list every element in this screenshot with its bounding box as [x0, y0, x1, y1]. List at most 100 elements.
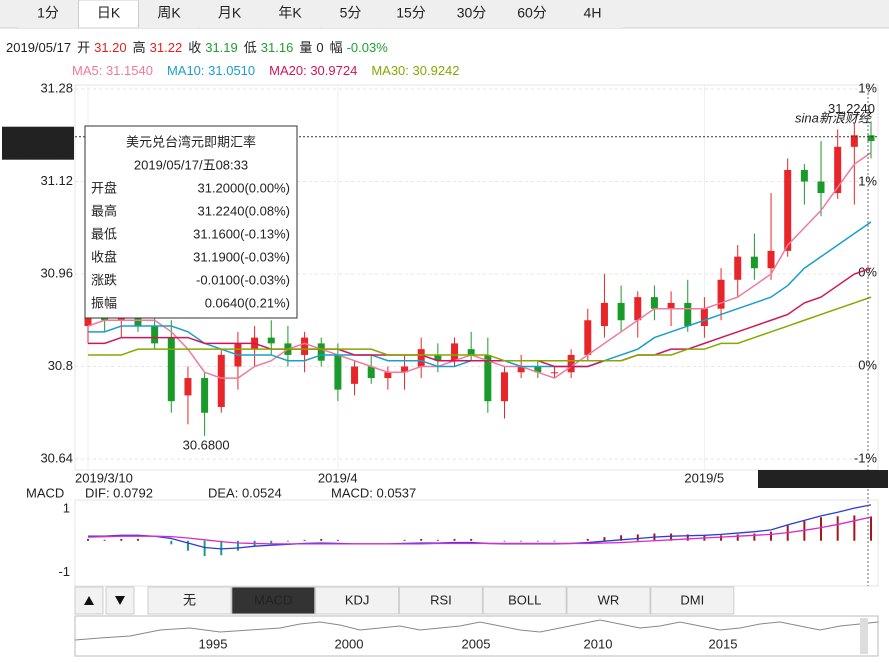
quote-value: 31.16: [261, 40, 294, 55]
tooltip-value: 31.1900(-0.03%): [193, 249, 290, 264]
tooltip-label: 收盘: [91, 249, 117, 264]
indicator-tab[interactable]: [231, 586, 316, 615]
y-tick-label: 30.64: [40, 450, 73, 465]
ma-line: [87, 151, 872, 379]
navigator-line: [74, 619, 879, 641]
tab[interactable]: [441, 0, 502, 28]
indicator-tab[interactable]: [398, 586, 483, 615]
candle-body: [600, 302, 608, 327]
scroll-left-button[interactable]: [74, 586, 104, 615]
candle-body: [167, 337, 175, 402]
indicator-tab[interactable]: [482, 586, 567, 615]
y-tick-label: 31.12: [40, 173, 73, 188]
watermark: sina新浪财经: [795, 110, 873, 125]
indicator-tab-label: MACD: [254, 592, 292, 607]
indicator-tab[interactable]: [147, 586, 232, 615]
indicator-tab[interactable]: [566, 586, 651, 615]
y2-tick-label: 1%: [858, 173, 877, 188]
macd-tick-label: -1: [58, 564, 70, 579]
candle-body: [184, 378, 192, 396]
tab-label: 4H: [584, 5, 602, 21]
x-tick-label: 2019/4: [318, 470, 358, 485]
candle-body: [217, 354, 225, 407]
candle-body: [451, 343, 459, 361]
indicator-tab-label: DMI: [680, 592, 704, 607]
candle-body: [834, 146, 842, 194]
cursor-price-box: [2, 126, 74, 160]
navigator-handle[interactable]: [860, 618, 868, 654]
candle-body: [500, 372, 508, 402]
indicator-tab-label: 无: [183, 592, 196, 607]
legend-entry: MA30: 30.9242: [371, 63, 459, 78]
candle-body: [84, 314, 92, 327]
quote-date: 2019/05/17: [6, 40, 71, 55]
tab-label: 15分: [396, 5, 426, 21]
candle-body: [517, 366, 525, 373]
candle-body: [700, 308, 708, 327]
candle-body: [317, 343, 325, 361]
quote-label: 低: [244, 40, 257, 55]
navigator-year: 1995: [199, 636, 228, 651]
y2-tick-label: 1%: [858, 80, 877, 95]
y2-tick-label: 0%: [858, 357, 877, 372]
tab[interactable]: [381, 0, 441, 28]
navigator-year: 2005: [462, 636, 491, 651]
tooltip-title: 美元兑台湾元即期汇率: [126, 134, 256, 149]
candle-body: [367, 366, 375, 379]
tab-label: 1分: [37, 5, 59, 21]
tooltip-value: 31.2240(0.08%): [197, 203, 290, 218]
tab[interactable]: [260, 0, 320, 28]
candle-body: [867, 135, 875, 142]
candle-body: [584, 320, 592, 355]
candle-body: [817, 181, 825, 194]
tab[interactable]: [78, 0, 139, 29]
cursor-date-box: [758, 470, 888, 488]
navigator-year: 2000: [335, 636, 364, 651]
quote-value: 31.20: [94, 40, 127, 55]
candle-body: [800, 169, 808, 182]
tab[interactable]: [502, 0, 562, 28]
candle-body: [717, 279, 725, 309]
candle-body: [617, 302, 625, 321]
candle-body: [301, 337, 309, 355]
quote-label: 高: [133, 40, 146, 55]
macd-tick-label: 1: [63, 500, 70, 515]
tab[interactable]: [320, 0, 381, 28]
tab[interactable]: [18, 0, 78, 28]
indicator-tab-label: WR: [598, 592, 620, 607]
y2-tick-label: 0%: [858, 265, 877, 280]
indicator-tab-label: BOLL: [508, 592, 541, 607]
candle-body: [467, 349, 475, 355]
y-tick-label: 30.96: [40, 265, 73, 280]
x-tick-label: 2019/3/10: [75, 470, 133, 485]
tab-label: 5分: [340, 5, 362, 21]
tab-label: 年K: [278, 5, 302, 21]
candle-body: [434, 354, 442, 361]
candle-body: [351, 366, 359, 384]
candle-body: [384, 372, 392, 379]
tab[interactable]: [562, 0, 623, 28]
tooltip-value: 31.1600(-0.13%): [193, 226, 290, 241]
candle-body: [267, 337, 275, 344]
y-tick-label: 30.8: [48, 358, 73, 373]
indicator-tab[interactable]: [650, 586, 735, 615]
up-arrow: [84, 596, 94, 605]
tab-label: 30分: [457, 5, 487, 21]
tab[interactable]: [139, 0, 199, 28]
legend-entry: MA10: 31.0510: [167, 63, 255, 78]
ma-legend: MA5: 31.1540 MA10: 31.0510 MA20: 30.9724 MA…: [72, 63, 460, 78]
candle-body: [750, 256, 758, 269]
tab-label: 月K: [218, 5, 242, 21]
tab[interactable]: [199, 0, 260, 28]
macd-title: MACD: [26, 485, 64, 500]
indicator-tab[interactable]: [315, 586, 400, 615]
quote-value: 0: [316, 40, 323, 55]
candle-body: [567, 354, 575, 373]
candle-body: [667, 302, 675, 309]
quote-value: 31.22: [150, 40, 183, 55]
legend-entry: MACD: 0.0537: [331, 485, 416, 500]
tooltip-label: 最低: [91, 226, 117, 241]
tab-label: 60分: [517, 5, 547, 21]
